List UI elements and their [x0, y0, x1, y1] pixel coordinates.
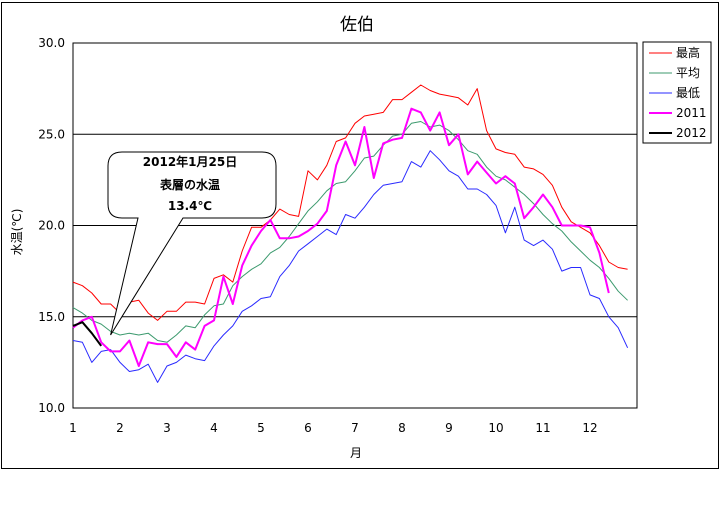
- legend-box: [642, 41, 712, 144]
- callout-bubble: [107, 151, 277, 336]
- legend-label: 平均: [676, 66, 700, 80]
- y-axis-label: 水温(℃): [10, 209, 24, 256]
- x-tick-labels: 1 2 3 4 5 6 7 8 9 10 11 12: [69, 421, 597, 435]
- y-tick-label: 30.0: [38, 36, 65, 50]
- series-line-1: [72, 84, 628, 321]
- x-tick-label: 10: [488, 421, 503, 435]
- callout-line-1: 2012年1月25日: [143, 154, 237, 169]
- x-tick-label: 7: [351, 421, 359, 435]
- x-tick-label: 12: [582, 421, 597, 435]
- legend-label: 2011: [676, 106, 707, 120]
- plot-area: 10.015.020.025.030.0 1 2 3 4 5 6 7 8 9 10 11 12: [38, 36, 638, 435]
- legend-label: 最低: [676, 86, 700, 100]
- x-tick-label: 2: [116, 421, 124, 435]
- x-tick-label: 9: [445, 421, 453, 435]
- y-tick-label: 25.0: [38, 127, 65, 141]
- series-line-5: [72, 321, 103, 347]
- legend-label: 最高: [676, 45, 700, 60]
- callout-line-2: 表層の水温: [159, 177, 220, 192]
- x-tick-label: 4: [210, 421, 218, 435]
- x-tick-label: 1: [69, 421, 77, 435]
- y-tick-label: 20.0: [38, 219, 65, 233]
- x-tick-label: 5: [257, 421, 265, 435]
- series-line-4: [72, 107, 610, 367]
- x-tick-label: 6: [304, 421, 312, 435]
- series-line-3: [72, 150, 629, 383]
- series-lines: [72, 84, 629, 383]
- chart-title: 佐伯: [340, 15, 374, 35]
- callout-line-3: 13.4℃: [168, 199, 212, 213]
- x-tick-label: 8: [398, 421, 406, 435]
- x-axis-label: 月: [350, 446, 362, 460]
- legend-label: 2012: [676, 126, 707, 140]
- y-tick-label: 15.0: [38, 310, 65, 324]
- annotation-callout: 2012年1月25日 表層の水温 13.4℃: [107, 151, 277, 336]
- y-tick-labels: 10.0 15.0 20.0 25.0 30.0: [38, 36, 65, 415]
- y-tick-label: 10.0: [38, 401, 65, 415]
- x-tick-label: 3: [163, 421, 171, 435]
- x-tick-label: 11: [535, 421, 550, 435]
